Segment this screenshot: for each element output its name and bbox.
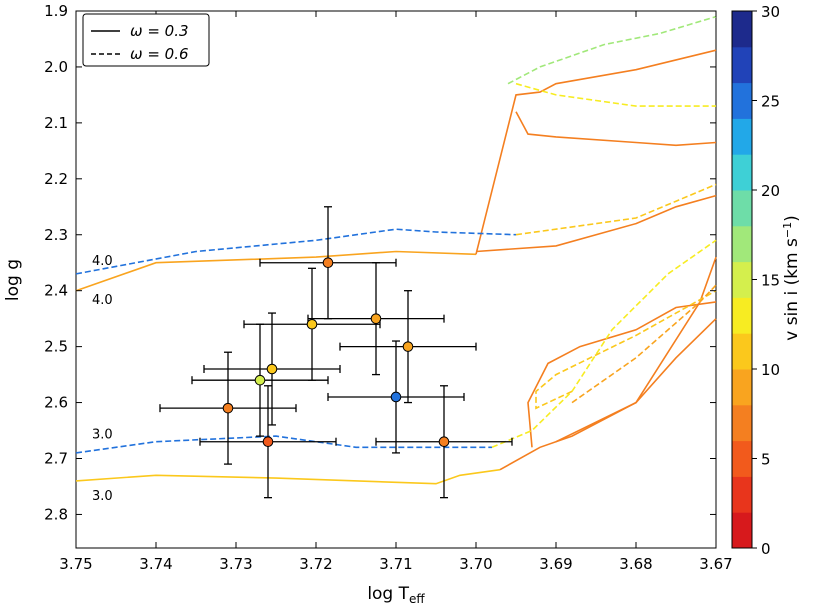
track-omega-0.3-logg-3.0-low: [75, 468, 501, 485]
colorbar-segment: [732, 225, 752, 263]
colorbar-label-close: ): [782, 215, 802, 222]
x-tick-label: 3.68: [619, 555, 652, 573]
colorbar-segment: [732, 404, 752, 442]
legend: ω = 0.3 ω = 0.6: [82, 13, 210, 67]
colorbar-tick-label: 20: [761, 182, 780, 200]
data-point-7: [327, 340, 465, 454]
track-omega-0.3-logg-4.0-tail: [475, 194, 717, 253]
y-tick-label: 2.1: [44, 114, 68, 132]
legend-entry-omega-0-6: ω = 0.6: [130, 45, 189, 63]
track-omega-0.6-logg-4.0-upper: [507, 15, 717, 85]
data-point-marker: [266, 363, 278, 375]
colorbar-segment: [732, 440, 752, 477]
y-tick-label: 1.9: [44, 2, 68, 20]
y-tick-label: 2.2: [44, 170, 68, 188]
data-point-3: [243, 267, 381, 381]
y-tick-label: 2.0: [44, 58, 68, 76]
colorbar-tick-label: 25: [761, 93, 780, 111]
data-point-5: [203, 312, 341, 426]
y-tick-label: 2.4: [44, 282, 68, 300]
colorbar-segment: [732, 46, 752, 84]
track-omega-0.6-logg-3.0-loop: [535, 290, 717, 410]
data-point-9: [199, 385, 337, 499]
data-point-marker: [306, 318, 318, 330]
x-axis-label: log Teff: [367, 584, 425, 606]
track-omega-0.3-loop: [515, 111, 717, 147]
colorbar-segment: [732, 82, 752, 119]
track-omega-0.6-logg-3.0-low: [75, 435, 492, 454]
track-omega-0.3-logg-4.0-upper: [475, 49, 717, 255]
axes: 3.75 3.74 3.73 3.72 3.71 3.70 3.69 3.68 3.67 1.9 2…: [44, 2, 733, 573]
y-tick-label: 2.7: [44, 450, 68, 468]
track-omega-0.3-logg-3.0-tail: [555, 256, 717, 443]
track-label: 4.0: [92, 254, 113, 269]
y-tick-label: 2.6: [44, 394, 68, 412]
data-point-10: [375, 385, 513, 499]
x-tick-label: 3.75: [59, 555, 92, 573]
plot-frame: [75, 10, 717, 549]
track-label: 3.0: [92, 489, 113, 504]
data-point-marker: [390, 391, 402, 403]
colorbar-label-sup: −1: [781, 222, 794, 238]
colorbar-segment: [732, 512, 752, 549]
data-points: [159, 206, 513, 499]
track-omega-0.6-logg-3.0-tail: [571, 284, 717, 404]
colorbar-tick-label: 0: [761, 540, 771, 558]
colorbar-segment: [732, 154, 752, 191]
colorbar-segment: [732, 476, 752, 513]
track-omega-0.3-logg-4.0-low: [75, 250, 477, 292]
data-point-marker: [262, 436, 274, 448]
data-point-2: [307, 262, 445, 376]
track-omega-0.3-logg-3.0-loop: [527, 301, 717, 448]
data-point-marker: [254, 374, 266, 386]
colorbar-segment: [732, 118, 752, 155]
colorbar-segment: [732, 297, 752, 334]
y-tick-label: 2.5: [44, 338, 68, 356]
colorbar-tick-label: 5: [761, 451, 771, 469]
x-tick-label: 3.74: [139, 555, 172, 573]
x-tick-label: 3.71: [379, 555, 412, 573]
colorbar-tick-label: 15: [761, 272, 780, 290]
track-omega-0.6-logg-4.0-mid: [515, 82, 716, 107]
legend-entry-omega-0-3: ω = 0.3: [130, 22, 189, 40]
colorbar-segment: [732, 333, 752, 370]
data-point-marker: [402, 341, 414, 352]
tracks: [75, 15, 717, 485]
track-omega-0.6-logg-3.0-upper: [491, 239, 717, 449]
x-tick-label: 3.73: [219, 555, 252, 573]
data-point-8: [159, 351, 297, 465]
colorbar-tick-label: 10: [761, 361, 780, 379]
data-point-6: [191, 323, 329, 437]
colorbar-segment: [732, 369, 752, 406]
colorbar: v sin i (km s−1) 0 5 10 15 20 25 30: [731, 3, 802, 558]
colorbar-segment: [732, 190, 752, 227]
y-axis-label: log g: [3, 259, 23, 301]
track-omega-0.6-logg-4.0-low: [75, 228, 517, 275]
colorbar-segment: [732, 261, 752, 298]
track-omega-0.6-logg-4.0-tail: [515, 183, 717, 236]
colorbar-label: v sin i (km s−1): [781, 215, 802, 341]
x-tick-label: 3.69: [539, 555, 572, 573]
data-point-marker: [370, 313, 382, 324]
annotations: 4.0 4.0 3.0 3.0: [92, 254, 113, 504]
x-tick-label: 3.72: [299, 555, 332, 573]
legend-box: [82, 13, 210, 67]
track-label: 3.0: [92, 427, 113, 442]
data-point-4: [339, 290, 477, 404]
colorbar-segment: [732, 11, 752, 48]
x-axis-label-sub: eff: [409, 592, 425, 606]
x-tick-label: 3.67: [699, 555, 732, 573]
x-tick-label: 3.70: [459, 555, 492, 573]
data-point-marker: [222, 402, 234, 414]
track-label: 4.0: [92, 293, 113, 308]
y-tick-label: 2.3: [44, 226, 68, 244]
data-point-marker: [438, 436, 450, 448]
colorbar-tick-label: 30: [761, 3, 780, 21]
track-omega-0.3-logg-3.0-upper: [499, 318, 717, 471]
data-point-marker: [322, 257, 334, 269]
y-tick-label: 2.8: [44, 505, 68, 523]
